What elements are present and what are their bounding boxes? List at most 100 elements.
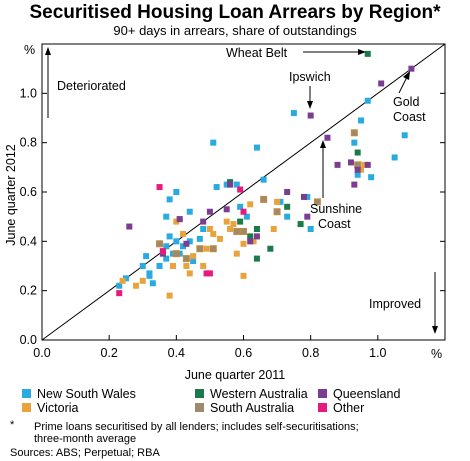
data-point-south-australia bbox=[313, 198, 321, 206]
data-point-queensland bbox=[247, 238, 254, 245]
data-point-new-south-wales bbox=[358, 117, 365, 124]
x-tick-label: 0.0 bbox=[33, 346, 50, 360]
data-point-western-australia bbox=[253, 255, 260, 262]
data-point-queensland bbox=[408, 65, 415, 72]
data-point-other bbox=[240, 208, 247, 215]
data-point-victoria bbox=[233, 250, 240, 257]
data-point-queensland bbox=[334, 161, 341, 168]
x-tick-label: 0.6 bbox=[235, 346, 252, 360]
data-point-victoria bbox=[250, 238, 257, 245]
data-point-new-south-wales bbox=[284, 213, 291, 220]
data-point-south-australia bbox=[273, 208, 281, 216]
sunshine-coast-arrow-head bbox=[320, 140, 326, 148]
data-point-new-south-wales bbox=[368, 174, 375, 181]
data-point-south-australia bbox=[156, 240, 164, 248]
data-point-victoria bbox=[173, 218, 180, 225]
data-point-new-south-wales bbox=[391, 154, 398, 161]
data-point-queensland bbox=[200, 218, 207, 225]
wheat-belt-label: Wheat Belt bbox=[226, 46, 288, 60]
reference-45-degree-line bbox=[41, 43, 446, 341]
legend-label-new-south-wales: New South Wales bbox=[37, 387, 136, 401]
footnote-marker: * bbox=[10, 419, 15, 431]
ipswich-arrow-head bbox=[307, 101, 313, 109]
data-point-victoria bbox=[230, 221, 237, 228]
data-point-victoria bbox=[358, 166, 365, 173]
data-point-new-south-wales bbox=[354, 171, 361, 178]
data-point-queensland bbox=[364, 161, 371, 168]
data-point-new-south-wales bbox=[166, 233, 173, 240]
x-tick-label: 0.8 bbox=[302, 346, 319, 360]
scatter-points bbox=[116, 50, 415, 299]
data-point-new-south-wales bbox=[156, 263, 163, 269]
data-point-western-australia bbox=[267, 245, 274, 252]
sunshine-coast-label-line-1: Sunshine bbox=[310, 202, 362, 216]
data-point-victoria bbox=[216, 235, 223, 242]
data-point-south-australia bbox=[209, 245, 217, 253]
data-point-new-south-wales bbox=[196, 235, 203, 242]
data-point-new-south-wales bbox=[210, 139, 217, 146]
data-point-new-south-wales bbox=[116, 282, 123, 289]
data-point-queensland bbox=[126, 223, 133, 230]
data-point-south-australia bbox=[260, 195, 268, 203]
data-point-queensland bbox=[307, 112, 314, 119]
y-unit-label: % bbox=[24, 43, 35, 57]
data-point-western-australia bbox=[354, 149, 361, 156]
x-axis-ticks: 0.0 0.2 0.4 0.6 0.8 1.0 bbox=[33, 335, 387, 360]
data-point-queensland bbox=[304, 213, 311, 220]
data-point-new-south-wales bbox=[149, 280, 156, 287]
data-point-queensland bbox=[183, 240, 190, 247]
data-point-western-australia bbox=[297, 221, 304, 228]
data-point-queensland bbox=[284, 189, 291, 195]
data-point-victoria bbox=[119, 277, 126, 284]
data-point-queensland bbox=[223, 206, 230, 213]
data-point-new-south-wales bbox=[163, 243, 170, 250]
data-point-western-australia bbox=[253, 226, 260, 232]
wheat-belt-arrow-head bbox=[358, 49, 366, 55]
y-axis-ticks: 0.0 0.2 0.4 0.6 0.8 1.0 bbox=[20, 86, 445, 347]
data-point-new-south-wales bbox=[186, 238, 193, 245]
data-point-victoria bbox=[169, 263, 176, 269]
data-point-queensland bbox=[253, 233, 260, 240]
data-point-western-australia bbox=[237, 218, 244, 225]
x-tick-label: 0.4 bbox=[168, 346, 185, 360]
y-tick-label: 1.0 bbox=[20, 86, 37, 100]
data-point-new-south-wales bbox=[253, 144, 260, 151]
data-point-victoria bbox=[206, 226, 213, 232]
data-point-new-south-wales bbox=[163, 255, 170, 262]
data-point-new-south-wales bbox=[143, 253, 150, 260]
data-point-victoria bbox=[200, 263, 207, 269]
x-tick-label: 1.0 bbox=[369, 346, 386, 360]
y-tick-label: 0.8 bbox=[20, 136, 37, 150]
chart-subtitle: 90+ days in arrears, share of outstandin… bbox=[113, 23, 357, 38]
data-point-new-south-wales bbox=[243, 213, 250, 220]
data-point-queensland bbox=[324, 134, 331, 141]
data-point-new-south-wales bbox=[290, 110, 297, 117]
data-point-victoria bbox=[361, 161, 368, 168]
data-point-new-south-wales bbox=[223, 181, 230, 188]
data-point-new-south-wales bbox=[166, 196, 173, 203]
data-point-south-australia bbox=[196, 245, 204, 253]
data-point-new-south-wales bbox=[364, 97, 371, 104]
data-point-victoria bbox=[274, 198, 281, 205]
data-point-new-south-wales bbox=[351, 139, 358, 146]
deteriorated-label: Deteriorated bbox=[57, 79, 126, 93]
y-tick-label: 0.6 bbox=[20, 185, 37, 199]
legend-label-other: Other bbox=[333, 401, 364, 415]
gold-coast-arrow-head bbox=[403, 71, 410, 80]
data-point-victoria bbox=[180, 230, 187, 237]
footnote-line-1: Prime loans securitised by all lenders; … bbox=[34, 421, 359, 433]
data-point-queensland bbox=[351, 181, 358, 188]
data-point-other bbox=[159, 248, 166, 255]
footnote-line-2: three-month average bbox=[34, 433, 136, 445]
legend-swatch-new-south-wales bbox=[22, 389, 31, 398]
legend-label-queensland: Queensland bbox=[333, 387, 400, 401]
data-point-new-south-wales bbox=[260, 176, 267, 183]
chart-title: Securitised Housing Loan Arrears by Regi… bbox=[29, 2, 441, 23]
data-point-south-australia bbox=[233, 227, 241, 235]
data-point-western-australia bbox=[364, 50, 371, 57]
ipswich-label: Ipswich bbox=[289, 70, 331, 84]
data-point-other bbox=[116, 290, 123, 297]
x-unit-label: % bbox=[431, 347, 442, 361]
sources-note: Sources: ABS; Perpetual; RBA bbox=[10, 447, 160, 459]
